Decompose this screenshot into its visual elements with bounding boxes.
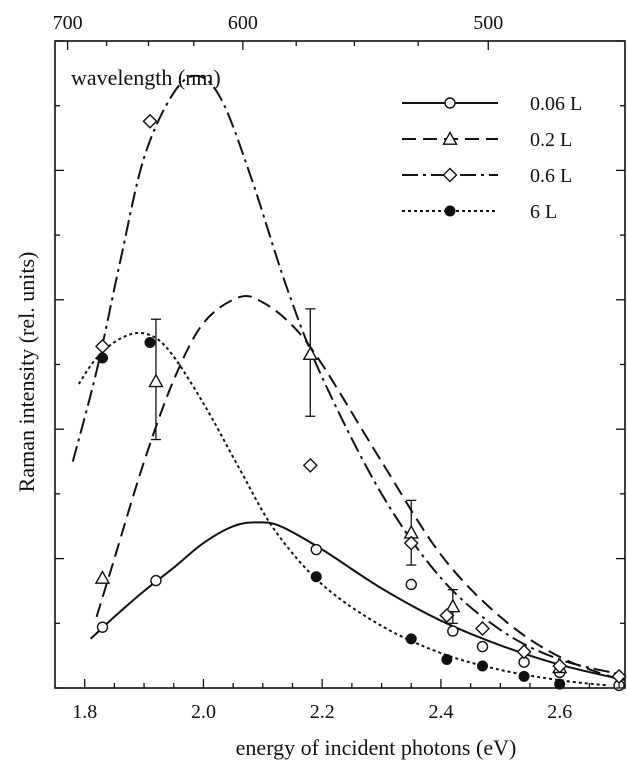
- data-point: [142, 113, 158, 129]
- legend-label: 0.06 L: [530, 93, 582, 115]
- x-axis-title: energy of incident photons (eV): [236, 735, 517, 760]
- legend-marker: [444, 205, 456, 217]
- series-curves: [71, 74, 626, 687]
- data-point: [97, 352, 108, 364]
- data-point: [475, 620, 490, 636]
- x-tick-label: 2.2: [310, 701, 335, 723]
- data-point: [403, 535, 419, 551]
- data-point: [95, 338, 110, 354]
- data-point: [405, 633, 417, 645]
- data-point: [552, 658, 568, 674]
- data-point: [405, 578, 417, 591]
- data-points: [94, 113, 627, 692]
- data-point: [310, 571, 322, 583]
- y-axis-title: Raman intensity (rel. units): [14, 252, 39, 493]
- legend-label: 6 L: [530, 201, 557, 223]
- data-point: [310, 543, 322, 556]
- data-point: [518, 670, 530, 682]
- data-point: [302, 457, 318, 473]
- top-axis-title: wavelength (nm): [71, 65, 221, 90]
- data-point: [441, 654, 453, 666]
- top-tick-label: 700: [53, 12, 83, 34]
- legend-marker: [442, 167, 458, 183]
- x-tick-label: 2.0: [191, 701, 216, 723]
- x-tick-label: 1.8: [72, 701, 97, 723]
- legend: 0.06 L 0.2 L 0.6 L 6 L: [402, 93, 582, 223]
- top-tick-label: 600: [228, 12, 258, 34]
- data-point: [144, 337, 156, 349]
- series-curve: [71, 74, 626, 677]
- data-point: [516, 644, 532, 660]
- data-point: [94, 570, 111, 584]
- data-point: [476, 640, 489, 653]
- data-point: [447, 625, 459, 637]
- legend-marker: [444, 97, 456, 109]
- top-tick-label: 500: [473, 12, 503, 34]
- legend-label: 0.2 L: [530, 129, 572, 151]
- data-point: [439, 608, 455, 624]
- series-curve: [95, 294, 626, 683]
- legend-marker: [442, 131, 458, 145]
- data-point: [96, 621, 109, 633]
- data-point: [148, 373, 164, 388]
- data-point: [611, 668, 627, 684]
- data-point: [445, 598, 461, 613]
- series-curve: [77, 331, 608, 687]
- data-point: [477, 660, 488, 672]
- axes: 1.8 2.0 2.2 2.4 2.6 700 600 500: [53, 12, 625, 723]
- data-point: [150, 574, 162, 587]
- x-tick-label: 2.4: [428, 701, 453, 723]
- data-point: [302, 346, 319, 361]
- legend-label: 0.6 L: [530, 165, 572, 187]
- x-tick-label: 2.6: [547, 701, 572, 723]
- series-curve: [89, 521, 626, 682]
